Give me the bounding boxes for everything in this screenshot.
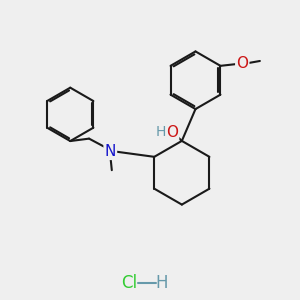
- Text: N: N: [105, 144, 116, 159]
- Text: H: H: [155, 125, 166, 139]
- Text: O: O: [236, 56, 248, 71]
- Text: O: O: [166, 124, 178, 140]
- Text: Cl: Cl: [121, 274, 137, 292]
- Text: H: H: [155, 274, 168, 292]
